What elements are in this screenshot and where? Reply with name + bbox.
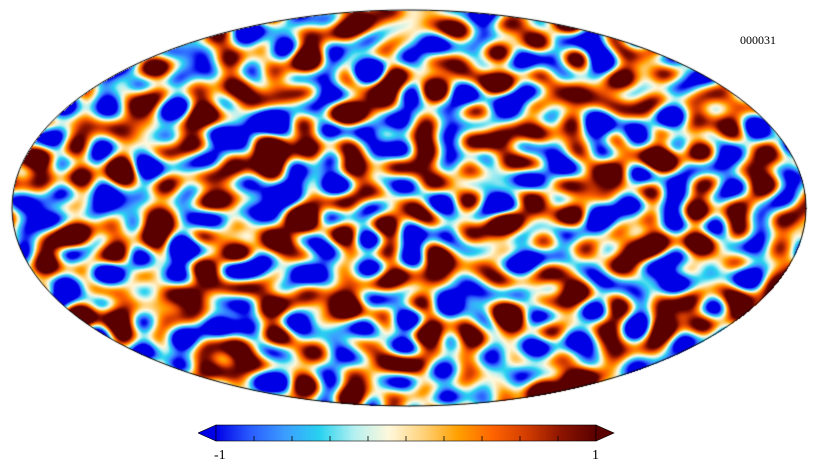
colorbar-right-arrow xyxy=(595,424,615,442)
colorbar-left-arrow xyxy=(198,424,217,442)
colorbar-max-label: 1 xyxy=(592,448,599,463)
colorbar-ticks xyxy=(253,436,559,441)
map-identifier: 000031 xyxy=(740,33,776,47)
colorbar xyxy=(198,424,615,442)
colorbar-min-label: -1 xyxy=(214,448,226,463)
